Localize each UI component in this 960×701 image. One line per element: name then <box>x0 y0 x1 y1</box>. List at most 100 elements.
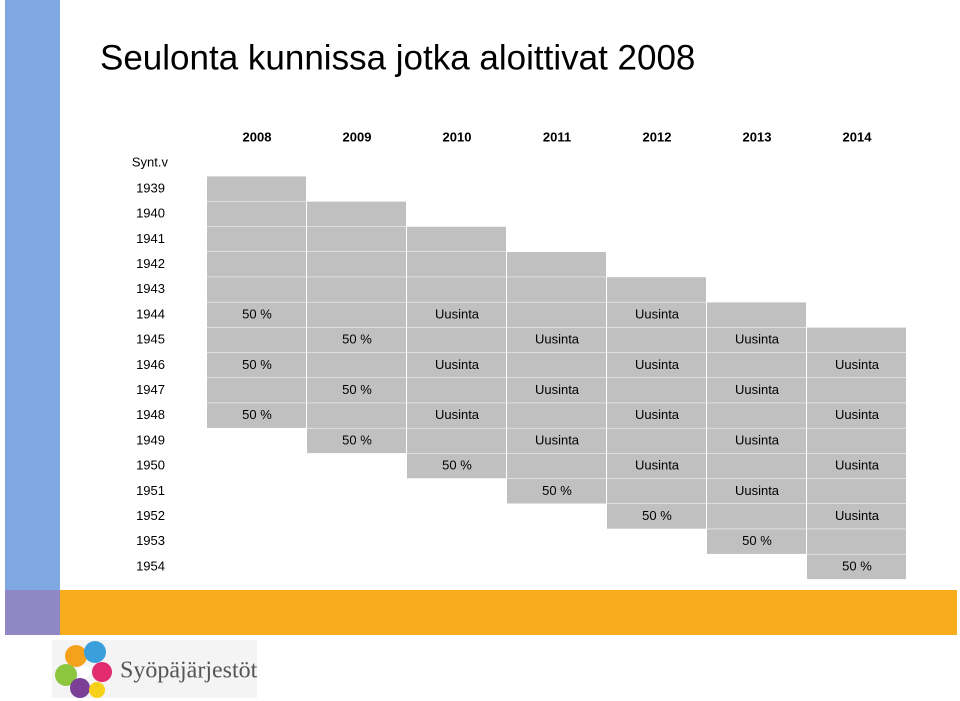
cell-shade <box>607 504 706 529</box>
slide-title: Seulonta kunnissa jotka aloittivat 2008 <box>100 38 695 77</box>
logo-dot <box>84 641 106 663</box>
cell-text: Uusinta <box>535 332 580 347</box>
cell-text: 50 % <box>242 306 272 321</box>
cell-shade <box>607 478 706 504</box>
logo: Syöpäjärjestöt <box>52 640 258 698</box>
cell-text: Uusinta <box>835 458 880 473</box>
cell-shade <box>607 378 706 403</box>
row-label: 1947 <box>136 382 165 397</box>
cell-shade <box>307 252 406 277</box>
cell-shade <box>807 352 906 378</box>
cell-shade <box>607 302 706 328</box>
cell-shade <box>307 226 406 252</box>
cell-text: Uusinta <box>635 458 680 473</box>
cell-shade <box>807 554 906 580</box>
cell-shade <box>407 428 506 454</box>
cell-shade <box>507 352 606 378</box>
cell-shade <box>207 252 306 277</box>
cell-shade <box>307 327 406 353</box>
row-label: 1952 <box>136 508 165 523</box>
cell-text: Uusinta <box>735 332 780 347</box>
cell-shade <box>807 378 906 403</box>
cell-text: 50 % <box>342 382 372 397</box>
cell-shade <box>707 504 806 529</box>
cell-shade <box>807 504 906 529</box>
cell-shade <box>707 453 806 479</box>
cell-shade <box>607 453 706 479</box>
logo-dot <box>89 682 105 698</box>
cell-text: Uusinta <box>735 382 780 397</box>
cell-shade <box>307 201 406 227</box>
cell-shade <box>407 302 506 328</box>
cell-text: Uusinta <box>835 508 880 523</box>
cell-shade <box>707 529 806 554</box>
row-label: 1939 <box>136 180 165 195</box>
cell-shade <box>407 226 506 252</box>
cell-shade <box>507 478 606 504</box>
cell-shade <box>207 226 306 252</box>
cell-shade <box>707 428 806 454</box>
cell-text: 50 % <box>342 332 372 347</box>
cell-shade <box>307 428 406 454</box>
cell-text: Uusinta <box>435 357 480 372</box>
cell-shade <box>807 403 906 428</box>
cell-shade <box>807 478 906 504</box>
cell-shade <box>707 327 806 353</box>
side-bar <box>5 0 60 590</box>
cell-shade <box>307 302 406 328</box>
cell-shade <box>407 277 506 302</box>
cell-shade <box>607 327 706 353</box>
row-label: 1950 <box>136 458 165 473</box>
cell-shade <box>707 352 806 378</box>
cell-shade <box>207 327 306 353</box>
cell-text: Uusinta <box>635 407 680 422</box>
cell-shade <box>807 327 906 353</box>
cell-shade <box>707 478 806 504</box>
logo-dot <box>70 678 90 698</box>
cell-shade <box>607 428 706 454</box>
cell-text: Uusinta <box>735 483 780 498</box>
cell-text: Uusinta <box>535 382 580 397</box>
cell-shade <box>607 403 706 428</box>
logo-dot <box>92 662 112 682</box>
row-label: 1953 <box>136 533 165 548</box>
corner-block <box>5 590 60 635</box>
cell-shade <box>807 428 906 454</box>
cell-shade <box>207 277 306 302</box>
cell-text: 50 % <box>342 432 372 447</box>
cell-shade <box>507 453 606 479</box>
cell-shade <box>207 352 306 378</box>
cell-shade <box>607 277 706 302</box>
cell-text: Uusinta <box>635 306 680 321</box>
cell-text: Uusinta <box>435 407 480 422</box>
cell-shade <box>207 403 306 428</box>
cell-shade <box>207 302 306 328</box>
cell-shade <box>207 176 306 202</box>
row-label: 1940 <box>136 206 165 221</box>
column-header: 2008 <box>243 129 272 144</box>
cell-text: Uusinta <box>835 407 880 422</box>
row-label: 1943 <box>136 281 165 296</box>
row-label: 1944 <box>136 306 165 321</box>
row-label: 1954 <box>136 558 165 573</box>
row-label: 1946 <box>136 357 165 372</box>
cell-text: Uusinta <box>735 432 780 447</box>
cell-shade <box>507 277 606 302</box>
cell-shade <box>407 453 506 479</box>
cell-text: Uusinta <box>835 357 880 372</box>
column-header: 2014 <box>843 129 873 144</box>
cell-shade <box>507 403 606 428</box>
cell-shade <box>807 529 906 554</box>
cell-text: Uusinta <box>435 306 480 321</box>
logo-center <box>78 666 90 678</box>
logo-dot <box>65 645 87 667</box>
cell-text: 50 % <box>742 533 772 548</box>
row-label: 1951 <box>136 483 165 498</box>
row-label: 1945 <box>136 332 165 347</box>
cell-text: 50 % <box>642 508 672 523</box>
cell-text: Uusinta <box>535 432 580 447</box>
cell-shade <box>307 403 406 428</box>
row-label: 1941 <box>136 231 165 246</box>
row-label: 1948 <box>136 407 165 422</box>
